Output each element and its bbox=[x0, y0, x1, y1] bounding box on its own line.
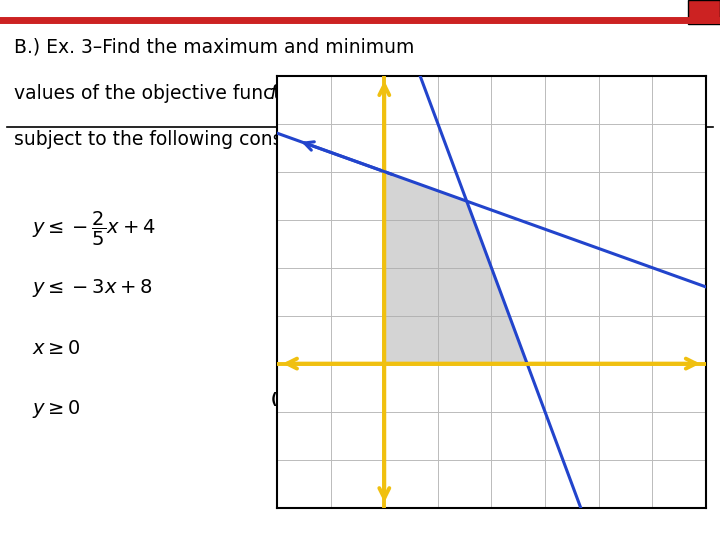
Text: $f$: $f$ bbox=[269, 84, 281, 103]
Polygon shape bbox=[384, 172, 527, 363]
Text: $y \leq -\dfrac{2}{5}x+4$: $y \leq -\dfrac{2}{5}x+4$ bbox=[32, 210, 156, 248]
Text: values of the objective function: values of the objective function bbox=[14, 84, 322, 103]
Text: $\left(\dfrac{8}{3},0\right)$: $\left(\dfrac{8}{3},0\right)$ bbox=[490, 321, 535, 353]
Text: B.) Ex. 3–Find the maximum and minimum: B.) Ex. 3–Find the maximum and minimum bbox=[14, 37, 415, 56]
Text: $\left(\dfrac{20}{13},\dfrac{44}{13}\right)$: $\left(\dfrac{20}{13},\dfrac{44}{13}\rig… bbox=[428, 408, 494, 441]
Text: $y \leq -3x+8$: $y \leq -3x+8$ bbox=[32, 277, 153, 299]
Text: $y \geq 0$: $y \geq 0$ bbox=[32, 398, 81, 420]
Text: $\mathbf{(0,4)}$: $\mathbf{(0,4)}$ bbox=[271, 390, 313, 408]
Text: $x \geq 0$: $x \geq 0$ bbox=[32, 339, 81, 358]
Text: = 2x + 9y: = 2x + 9y bbox=[283, 84, 384, 103]
FancyBboxPatch shape bbox=[688, 0, 720, 24]
Text: $\mathbf{(0,0)}$: $\mathbf{(0,0)}$ bbox=[285, 316, 328, 334]
Text: subject to the following constraints: subject to the following constraints bbox=[14, 130, 344, 148]
